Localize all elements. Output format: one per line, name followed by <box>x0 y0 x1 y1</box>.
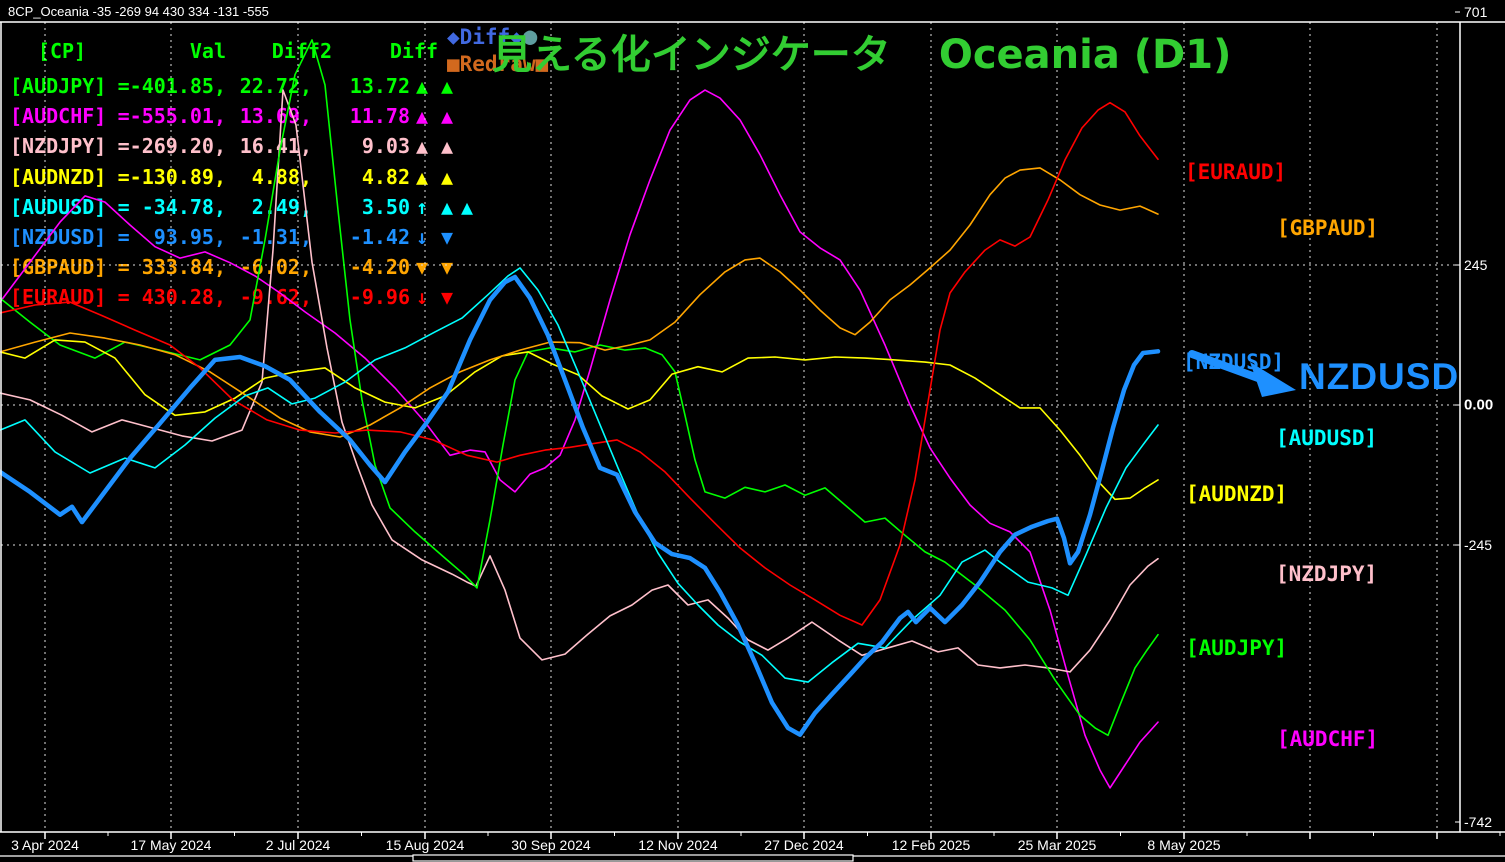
diff2-cell: 2.49, <box>251 194 312 219</box>
pair-cell: [AUDCHF] <box>10 104 107 129</box>
series-line-audusd <box>0 267 1159 683</box>
diff-cell: 4.82 <box>361 164 410 189</box>
series-line-audnzd <box>0 339 1159 501</box>
trend-far-glyph-icon: ▲ <box>441 74 454 98</box>
val-cell: =-130.89, <box>117 164 226 189</box>
x-axis-date-label: 27 Dec 2024 <box>764 837 844 853</box>
diff2-cell: -1.31, <box>239 225 312 249</box>
trend-near-glyph-icon: ▼ <box>416 255 429 280</box>
trend-far-glyph-icon: ▼ <box>441 285 454 310</box>
x-axis-date-label: 25 Mar 2025 <box>1017 837 1097 853</box>
window-title: 8CP_Oceania -35 -269 94 430 334 -131 -55… <box>8 4 269 19</box>
diff2-cell: 22.72, <box>239 74 312 98</box>
diff-cell: -4.20 <box>349 255 410 280</box>
x-axis-date-label: 3 Apr 2024 <box>11 837 79 853</box>
diff-cell: 13.72 <box>349 74 410 98</box>
line-end-label-euraud: [EURAUD] <box>1185 160 1287 184</box>
val-cell: =-269.20, <box>117 134 226 159</box>
indicator-table-row: [GBPAUD] = 333.84, -6.02, -4.20 ▼ <box>10 254 428 280</box>
trend-far-glyph-icon: ▲ <box>441 164 454 189</box>
indicator-table-row: [NZDUSD] = 93.95, -1.31, -1.42 ↓ <box>10 224 428 250</box>
nzdusd-callout-text: NZDUSD <box>1299 356 1460 397</box>
val-cell: =-401.85, <box>117 74 226 98</box>
indicator-table-row: [AUDNZD] =-130.89, 4.88, 4.82 ▲ <box>10 164 428 190</box>
header-cell: Diff2 <box>271 39 332 63</box>
x-axis-date-label: 30 Sep 2024 <box>511 837 591 853</box>
page-title: 見える化インジケータ Oceania (D1) <box>492 22 1231 80</box>
pair-cell: [AUDUSD] <box>10 194 107 219</box>
diff2-cell: 16.41, <box>239 134 312 159</box>
header-cell: Val <box>189 39 226 63</box>
trend-far-glyph-icon: ▲▲ <box>441 194 482 219</box>
val-cell: = 333.84, <box>117 255 226 280</box>
scrollbar-thumb[interactable] <box>412 854 854 862</box>
y-axis-label: -245 <box>1464 537 1493 553</box>
diff2-cell: 13.69, <box>239 104 312 129</box>
diff-cell: 9.03 <box>361 134 410 159</box>
indicator-table-row: [AUDUSD] = -34.78, 2.49, 3.50 ↑ <box>10 194 428 220</box>
indicator-table-row: [EURAUD] = 430.28, -9.62, -9.96 ↓ <box>10 284 428 310</box>
line-end-label-nzdusd: [NZDUSD] <box>1183 350 1285 374</box>
diff2-cell: 4.88, <box>251 164 312 189</box>
diff-cell: -9.96 <box>349 285 410 310</box>
trend-near-glyph-icon: ↓ <box>416 225 429 249</box>
line-end-label-audusd: [AUDUSD] <box>1276 426 1378 450</box>
x-axis-date-label: 8 May 2025 <box>1147 837 1221 853</box>
y-axis-label: 0.00 <box>1464 396 1494 414</box>
indicator-table-row: [AUDCHF] =-555.01, 13.69, 11.78 ▲ <box>10 103 428 129</box>
trend-near-glyph-icon: ▲ <box>416 164 429 189</box>
val-cell: = 430.28, <box>117 285 226 310</box>
pair-cell: [NZDJPY] <box>10 134 107 159</box>
pair-cell: [AUDNZD] <box>10 164 107 189</box>
trend-far-glyph-icon: ▲ <box>441 134 454 159</box>
title-japanese: 見える化インジケータ <box>492 32 891 78</box>
line-end-label-gbpaud: [GBPAUD] <box>1277 216 1379 240</box>
val-cell: = 93.95, <box>117 225 226 249</box>
header-cell: [CP] <box>37 39 87 63</box>
line-end-label-audnzd: [AUDNZD] <box>1186 482 1288 506</box>
val-cell: = -34.78, <box>117 194 226 219</box>
pair-cell: [NZDUSD] <box>10 225 107 249</box>
trend-near-glyph-icon: ▲ <box>416 104 429 129</box>
indicator-table-row: [NZDJPY] =-269.20, 16.41, 9.03 ▲ <box>10 133 428 159</box>
x-axis-date-label: 12 Feb 2025 <box>891 837 971 853</box>
trend-near-glyph-icon: ▲ <box>416 134 429 159</box>
trend-near-glyph-icon: ↓ <box>416 285 429 310</box>
x-axis-date-label: 15 Aug 2024 <box>385 837 465 853</box>
line-end-label-audjpy: [AUDJPY] <box>1186 636 1288 660</box>
trend-near-glyph-icon: ▲ <box>416 74 429 98</box>
header-cell: Diff <box>389 39 438 63</box>
diff2-cell: -9.62, <box>239 285 312 310</box>
y-axis-label: -742 <box>1464 814 1493 830</box>
indicator-table-header: [CP] Val Diff2 Diff <box>10 38 440 64</box>
y-axis-label: 245 <box>1464 257 1488 273</box>
indicator-table-row: [AUDJPY] =-401.85, 22.72, 13.72 ▲ <box>10 73 428 99</box>
title-symbol-timeframe: Oceania (D1) <box>938 32 1232 78</box>
trend-far-glyph-icon: ▲ <box>441 104 454 129</box>
y-axis-label: 701 <box>1464 4 1488 20</box>
diff-cell: 11.78 <box>349 104 410 129</box>
line-end-label-audchf: [AUDCHF] <box>1277 727 1379 751</box>
trend-far-glyph-icon: ▼ <box>441 225 454 249</box>
val-cell: =-555.01, <box>117 104 226 129</box>
x-axis-date-label: 17 May 2024 <box>130 837 212 853</box>
pair-cell: [AUDJPY] <box>10 74 107 98</box>
pair-cell: [GBPAUD] <box>10 255 107 280</box>
x-axis-date-label: 12 Nov 2024 <box>638 837 718 853</box>
line-end-label-nzdjpy: [NZDJPY] <box>1276 562 1378 586</box>
diff-cell: 3.50 <box>361 194 410 219</box>
pair-cell: [EURAUD] <box>10 285 107 310</box>
x-axis-date-label: 2 Jul 2024 <box>265 837 331 853</box>
trend-near-glyph-icon: ↑ <box>416 194 429 219</box>
series-line-nzdusd <box>0 274 1161 737</box>
trend-far-glyph-icon: ▼ <box>441 255 454 280</box>
diff2-cell: -6.02, <box>239 255 312 280</box>
diff-cell: -1.42 <box>349 225 410 249</box>
